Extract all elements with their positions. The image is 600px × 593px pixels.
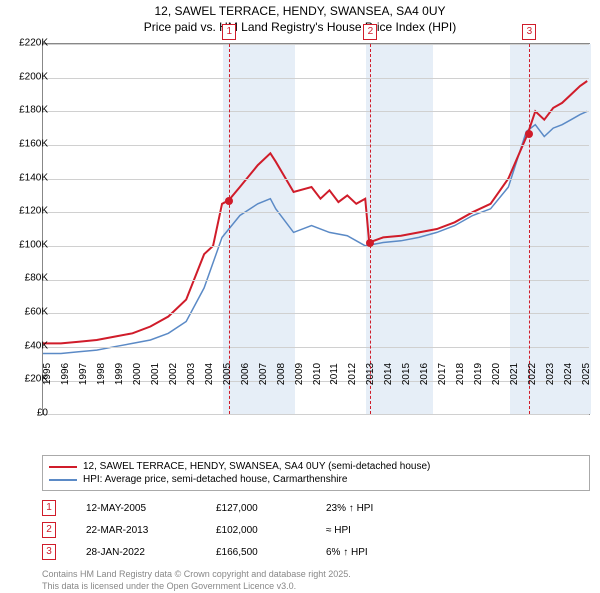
row-marker: 1 [42, 500, 56, 516]
legend-label-1: 12, SAWEL TERRACE, HENDY, SWANSEA, SA4 0… [83, 461, 430, 472]
chart-svg [43, 44, 589, 414]
legend-row: 12, SAWEL TERRACE, HENDY, SWANSEA, SA4 0… [49, 460, 583, 473]
title-line-1: 12, SAWEL TERRACE, HENDY, SWANSEA, SA4 0… [0, 4, 600, 20]
row-marker: 2 [42, 522, 56, 538]
table-row: 2 22-MAR-2013 £102,000 ≈ HPI [42, 519, 590, 541]
legend-swatch-1 [49, 466, 77, 468]
legend-swatch-2 [49, 479, 77, 481]
row-price: £127,000 [216, 503, 296, 514]
row-hpi: 6% ↑ HPI [326, 547, 426, 558]
row-price: £102,000 [216, 525, 296, 536]
row-price: £166,500 [216, 547, 296, 558]
footer-attribution: Contains HM Land Registry data © Crown c… [42, 569, 590, 592]
row-date: 22-MAR-2013 [86, 525, 186, 536]
row-date: 28-JAN-2022 [86, 547, 186, 558]
chart-title: 12, SAWEL TERRACE, HENDY, SWANSEA, SA4 0… [0, 0, 600, 35]
legend-row: HPI: Average price, semi-detached house,… [49, 473, 583, 486]
table-row: 3 28-JAN-2022 £166,500 6% ↑ HPI [42, 541, 590, 563]
row-marker: 3 [42, 544, 56, 560]
row-hpi: 23% ↑ HPI [326, 503, 426, 514]
chart-plot-area: 123 [42, 43, 590, 415]
chart-container: 12, SAWEL TERRACE, HENDY, SWANSEA, SA4 0… [0, 0, 600, 590]
legend-label-2: HPI: Average price, semi-detached house,… [83, 474, 347, 485]
title-line-2: Price paid vs. HM Land Registry's House … [0, 20, 600, 36]
footer-line-2: This data is licensed under the Open Gov… [42, 581, 590, 593]
row-date: 12-MAY-2005 [86, 503, 186, 514]
footer-line-1: Contains HM Land Registry data © Crown c… [42, 569, 590, 581]
transactions-table: 1 12-MAY-2005 £127,000 23% ↑ HPI 2 22-MA… [42, 497, 590, 563]
legend: 12, SAWEL TERRACE, HENDY, SWANSEA, SA4 0… [42, 455, 590, 491]
table-row: 1 12-MAY-2005 £127,000 23% ↑ HPI [42, 497, 590, 519]
row-hpi: ≈ HPI [326, 525, 426, 536]
